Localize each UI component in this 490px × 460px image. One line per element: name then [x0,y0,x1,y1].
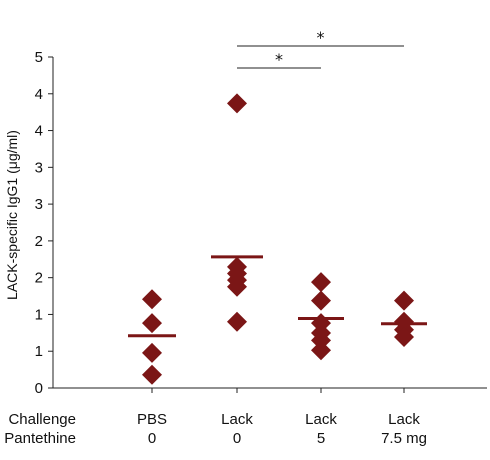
y-tick-label: 0 [35,380,43,397]
mean-lines [128,255,427,338]
challenge-label: Lack [221,411,253,428]
row-label: Pantethine [4,430,76,447]
pantethine-label: 0 [148,430,156,447]
pantethine-label: 0 [233,430,241,447]
significance-star: * [275,50,283,69]
y-tick-label: 2 [35,233,43,250]
challenge-label: Lack [305,411,337,428]
y-tick-label: 1 [35,306,43,323]
challenge-label: PBS [137,411,167,428]
data-point [311,290,331,311]
pantethine-label: 5 [317,430,325,447]
y-tick-label: 4 [35,86,43,103]
data-point [227,276,247,297]
x-axis [53,387,487,393]
y-tick-label: 3 [35,196,43,213]
data-point [311,272,331,293]
significance-star: * [317,28,325,47]
data-point [227,93,247,114]
challenge-label: Lack [388,411,420,428]
y-axis: 0 1 1 2 2 3 3 4 4 5 [35,49,54,397]
pantethine-label: 7.5 mg [381,430,427,447]
y-tick-label: 1 [35,343,43,360]
data-points [142,93,414,385]
data-point [142,342,162,363]
y-tick-label: 4 [35,123,43,140]
row-label: Challenge [8,411,76,428]
data-point [227,311,247,332]
category-labels: Challenge Pantethine PBS 0 Lack 0 Lack 5 Lack 7.5… [4,411,427,447]
y-tick-label: 2 [35,270,43,287]
data-point [311,340,331,361]
data-point [142,364,162,385]
data-point [142,289,162,310]
y-axis-label-group: LACK-specific IgG1 (μg/ml) [4,130,20,300]
y-tick-label: 5 [35,49,43,66]
data-point [142,313,162,334]
data-point [394,290,414,311]
data-point [394,327,414,348]
y-axis-label: LACK-specific IgG1 (μg/ml) [4,130,20,300]
significance-brackets: ** [237,28,404,69]
y-tick-label: 3 [35,159,43,176]
